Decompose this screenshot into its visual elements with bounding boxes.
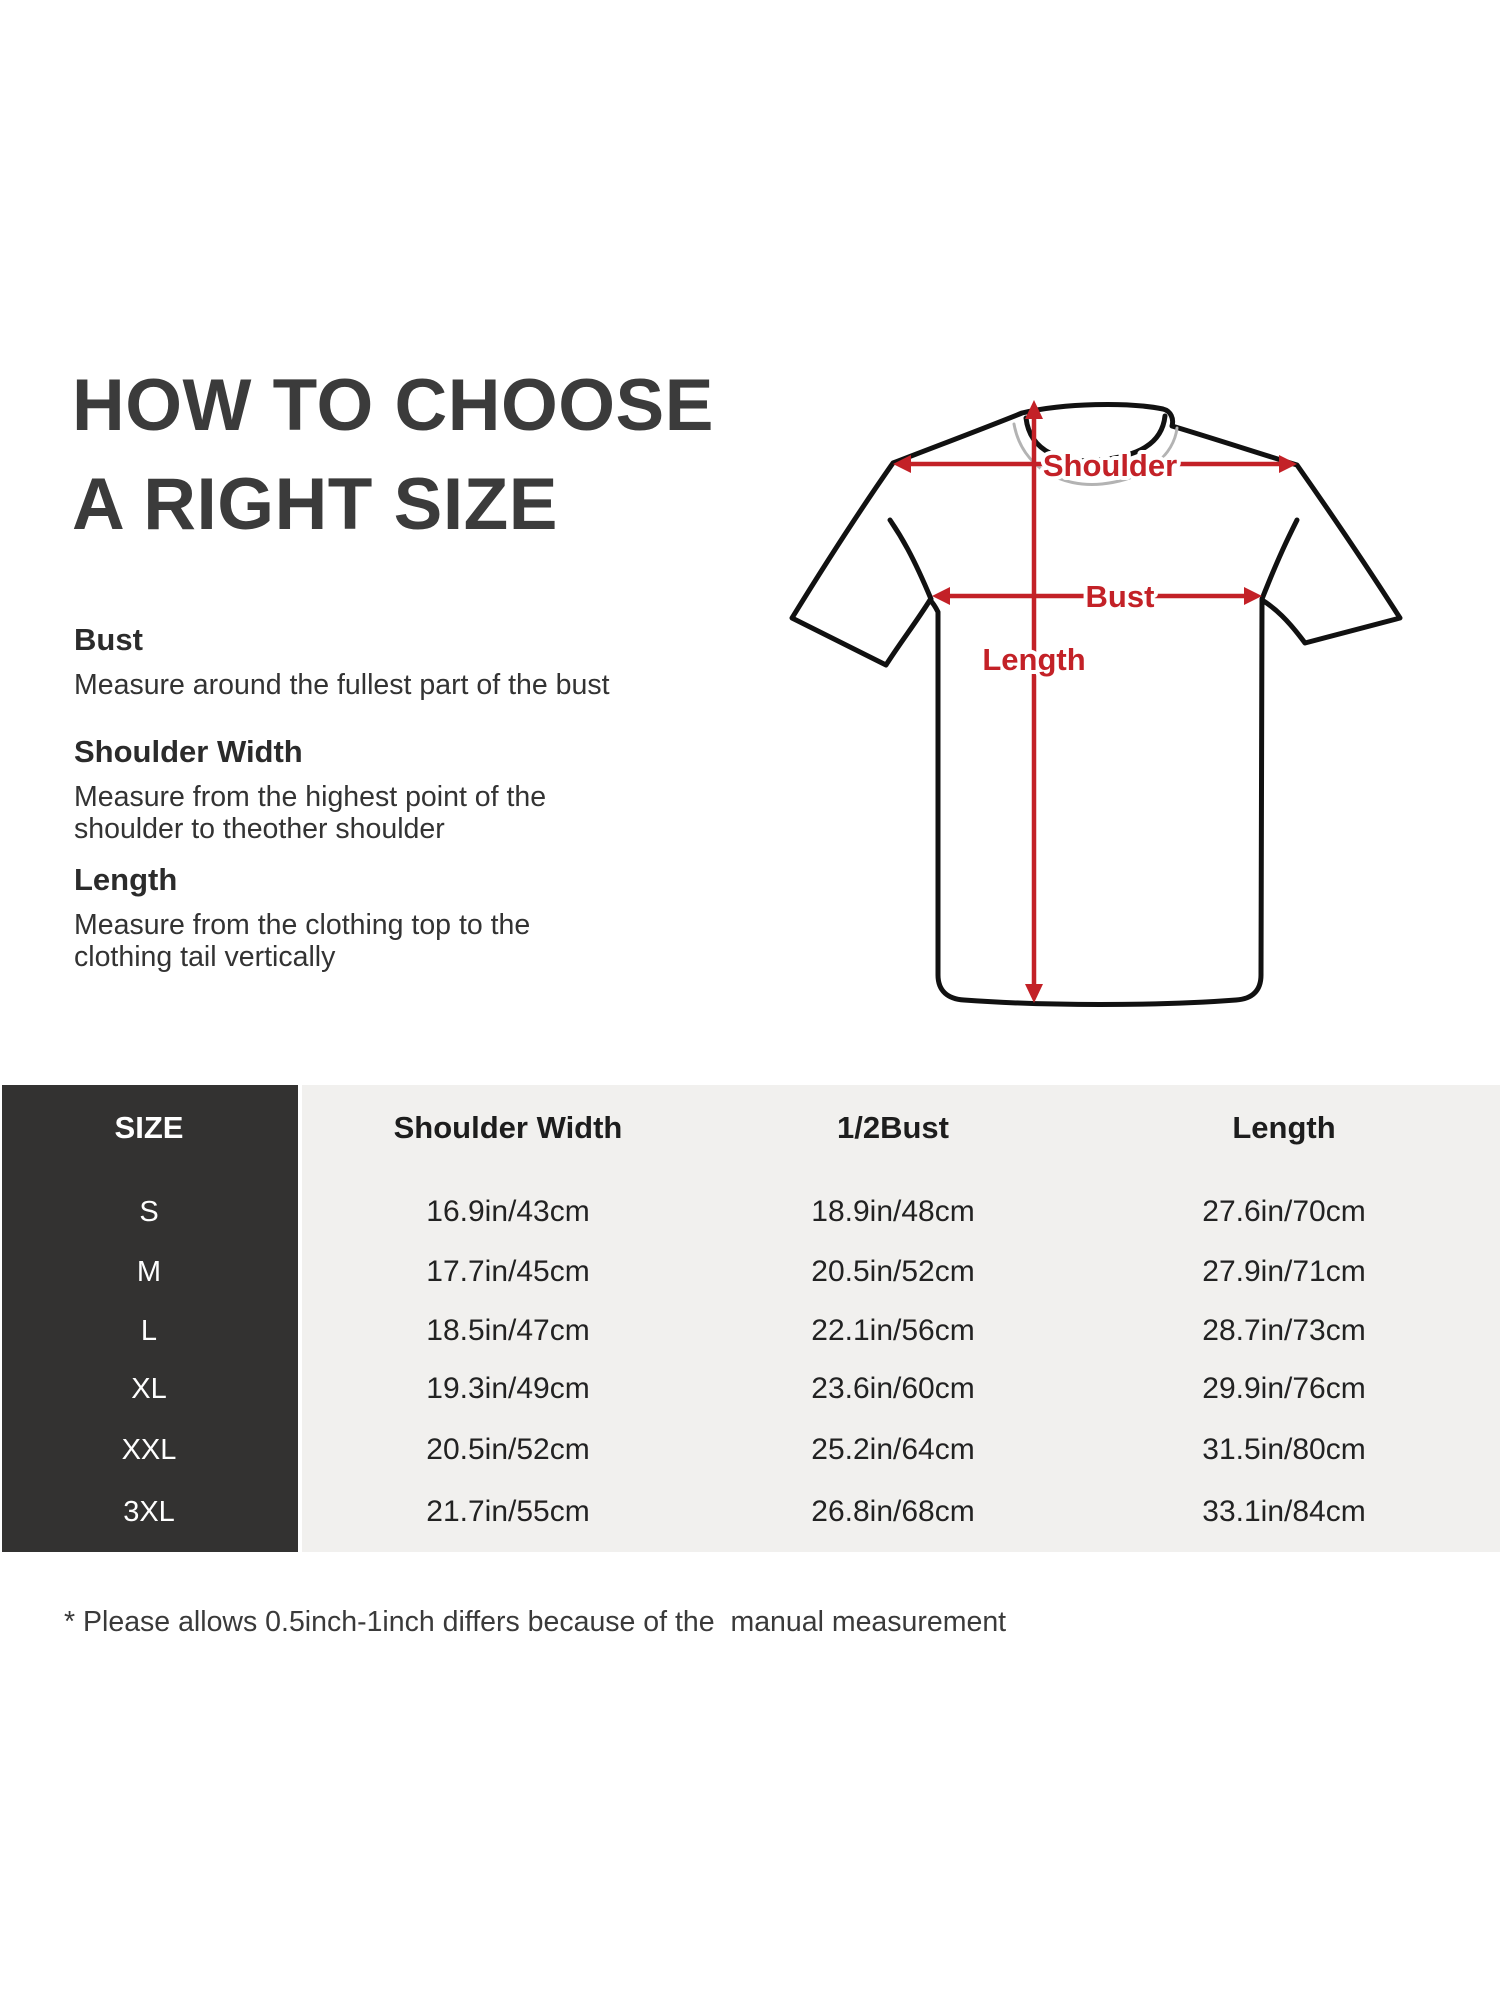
definition-shoulder-width-description: Measure from the highest point of the sh…: [74, 781, 547, 845]
definition-length-description: Measure from the clothing top to the clo…: [74, 909, 531, 973]
definition-bust-term: Bust: [74, 622, 143, 657]
bust-arrow-head-right: [1244, 587, 1262, 605]
row-shoulder-width: 19.3in/49cm: [426, 1372, 590, 1405]
definition-bust: Bust Measure around the fullest part of …: [74, 622, 634, 701]
size-column-background: [2, 1085, 298, 1552]
row-shoulder-width: 17.7in/45cm: [426, 1255, 590, 1288]
page-title-line1: HOW TO CHOOSE: [72, 365, 714, 446]
definition-shoulder-width: Shoulder Width Measure from the highest …: [74, 734, 634, 845]
length-arrow-head-top: [1025, 400, 1043, 419]
row-half-bust: 23.6in/60cm: [811, 1372, 975, 1405]
row-length: 33.1in/84cm: [1202, 1495, 1366, 1528]
header-length: Length: [1232, 1110, 1336, 1145]
row-size-label: L: [140, 1314, 158, 1347]
size-table: SIZE Shoulder Width 1/2Bust Length S 16.…: [0, 1085, 1500, 1552]
row-shoulder-width: 18.5in/47cm: [426, 1314, 590, 1347]
definition-shoulder-width-term: Shoulder Width: [74, 734, 303, 769]
row-half-bust: 18.9in/48cm: [811, 1195, 975, 1228]
values-area-background: [302, 1085, 1500, 1552]
row-size-label: M: [136, 1255, 162, 1288]
tshirt-measurement-diagram: Shoulder Bust Length: [789, 400, 1403, 1007]
page-title-line2: A RIGHT SIZE: [72, 464, 558, 545]
table-row: M 17.7in/45cm 20.5in/52cm 27.9in/71cm: [0, 1252, 1500, 1292]
row-half-bust: 22.1in/56cm: [811, 1314, 975, 1347]
row-length: 28.7in/73cm: [1202, 1314, 1366, 1347]
measurement-disclaimer: * Please allows 0.5inch-1inch differs be…: [64, 1606, 1007, 1638]
row-half-bust: 26.8in/68cm: [811, 1495, 975, 1528]
table-header-row: SIZE Shoulder Width 1/2Bust Length: [0, 1108, 1500, 1148]
row-half-bust: 25.2in/64cm: [811, 1433, 975, 1466]
length-arrow-head-bottom: [1025, 984, 1043, 1003]
shoulder-arrow-head-right: [1279, 455, 1297, 473]
row-length: 31.5in/80cm: [1202, 1433, 1366, 1466]
row-shoulder-width: 21.7in/55cm: [426, 1495, 590, 1528]
row-size-label: S: [139, 1195, 159, 1228]
row-size-label: 3XL: [123, 1495, 175, 1528]
header-half-bust: 1/2Bust: [837, 1110, 949, 1145]
definition-length-term: Length: [74, 862, 178, 897]
table-row: XL 19.3in/49cm 23.6in/60cm 29.9in/76cm: [0, 1369, 1500, 1409]
diagram-shoulder-label: Shoulder: [1043, 448, 1177, 483]
diagram-length-label: Length: [982, 642, 1085, 677]
header-size: SIZE: [114, 1110, 184, 1145]
row-shoulder-width: 16.9in/43cm: [426, 1195, 590, 1228]
row-shoulder-width: 20.5in/52cm: [426, 1433, 590, 1466]
table-row: 3XL 21.7in/55cm 26.8in/68cm 33.1in/84cm: [0, 1492, 1500, 1532]
table-row: S 16.9in/43cm 18.9in/48cm 27.6in/70cm: [0, 1192, 1500, 1232]
bust-arrow-head-left: [932, 587, 950, 605]
row-length: 29.9in/76cm: [1202, 1372, 1366, 1405]
header-shoulder-width: Shoulder Width: [393, 1110, 623, 1145]
row-size-label: XL: [131, 1372, 167, 1405]
table-row: L 18.5in/47cm 22.1in/56cm 28.7in/73cm: [0, 1311, 1500, 1351]
row-length: 27.9in/71cm: [1202, 1255, 1366, 1288]
right-sleeve-seam: [1259, 517, 1300, 602]
diagram-bust-label: Bust: [1086, 579, 1155, 614]
shoulder-arrow-head-left: [893, 455, 911, 473]
row-half-bust: 20.5in/52cm: [811, 1255, 975, 1288]
page-title: HOW TO CHOOSE A RIGHT SIZE: [72, 356, 714, 554]
left-sleeve-seam: [887, 517, 934, 602]
tshirt-outline: [789, 401, 1403, 1007]
table-row: XXL 20.5in/52cm 25.2in/64cm 31.5in/80cm: [0, 1430, 1500, 1470]
definition-length: Length Measure from the clothing top to …: [74, 862, 634, 973]
definition-bust-description: Measure around the fullest part of the b…: [74, 669, 610, 701]
row-size-label: XXL: [121, 1433, 177, 1466]
row-length: 27.6in/70cm: [1202, 1195, 1366, 1228]
collar-outer-rib-line: [1012, 422, 1179, 486]
